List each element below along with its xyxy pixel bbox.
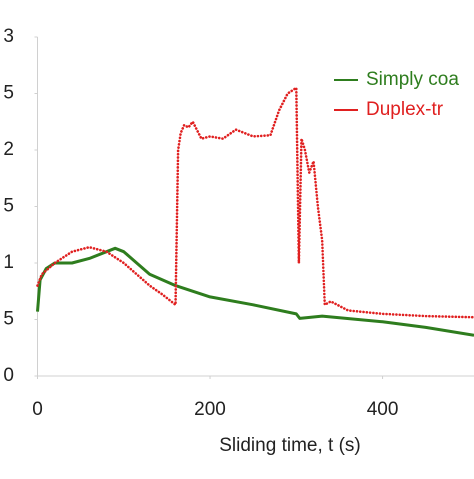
- x-tick-label: 0: [32, 399, 43, 420]
- series-line: [38, 248, 474, 335]
- x-axis-label: Sliding time, t (s): [219, 435, 360, 456]
- x-tick-label: 400: [367, 399, 399, 420]
- y-tick-label: 1: [3, 252, 14, 273]
- legend-label: Simply coa: [366, 69, 459, 90]
- y-tick-label: 3: [3, 26, 14, 47]
- y-tick-label: 2: [3, 139, 14, 160]
- y-tick-label: 5: [3, 196, 14, 217]
- series-line: [38, 88, 474, 317]
- y-tick-label: 5: [3, 83, 14, 104]
- legend-label: Duplex-tr: [366, 99, 444, 120]
- x-tick-label: 200: [194, 399, 226, 420]
- y-tick-label: 5: [3, 309, 14, 330]
- y-tick-label: 0: [3, 365, 14, 386]
